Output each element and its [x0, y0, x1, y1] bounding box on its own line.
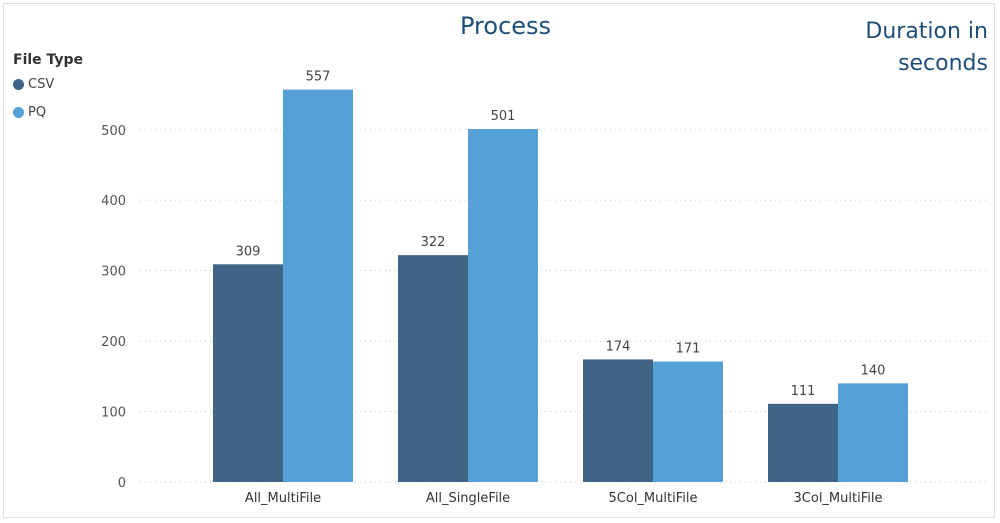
bar-csv-1	[398, 255, 468, 482]
legend-swatch-pq	[13, 107, 24, 118]
legend-title: File Type	[13, 52, 84, 68]
x-category-label: All_MultiFile	[245, 491, 321, 506]
legend-swatch-csv	[13, 79, 24, 90]
data-label: 140	[861, 363, 886, 378]
y-tick-label: 0	[118, 476, 126, 491]
data-label: 557	[306, 70, 331, 85]
y-tick-label: 400	[101, 194, 126, 209]
bar-pq-3	[838, 383, 908, 482]
data-label: 322	[421, 235, 446, 250]
bar-csv-2	[583, 359, 653, 482]
bar-csv-3	[768, 403, 838, 482]
x-category-label: 3Col_MultiFile	[794, 491, 883, 506]
legend-item-csv[interactable]: CSV	[13, 77, 83, 92]
data-label: 111	[791, 384, 816, 399]
y-tick-label: 300	[101, 265, 126, 280]
y-tick-label: 100	[101, 406, 126, 421]
legend-item-pq[interactable]: PQ	[13, 105, 83, 120]
data-label: 309	[236, 244, 261, 259]
x-category-label: 5Col_MultiFile	[609, 491, 698, 506]
bar-pq-0	[283, 89, 353, 482]
y-tick-label: 500	[101, 124, 126, 139]
data-label: 501	[491, 109, 516, 124]
x-category-label: All_SingleFile	[426, 491, 510, 506]
bar-csv-0	[213, 264, 283, 482]
y-tick-label: 200	[101, 335, 126, 350]
bar-pq-2	[653, 361, 723, 482]
data-label: 171	[676, 342, 701, 357]
legend-label-csv: CSV	[28, 77, 55, 92]
data-label: 174	[606, 339, 631, 354]
y-axis-label: Duration in seconds	[865, 19, 988, 76]
bar-pq-1	[468, 129, 538, 482]
chart-title: Process	[460, 12, 552, 40]
legend-label-pq: PQ	[28, 105, 47, 120]
legend: File Type CSV PQ	[13, 52, 83, 120]
